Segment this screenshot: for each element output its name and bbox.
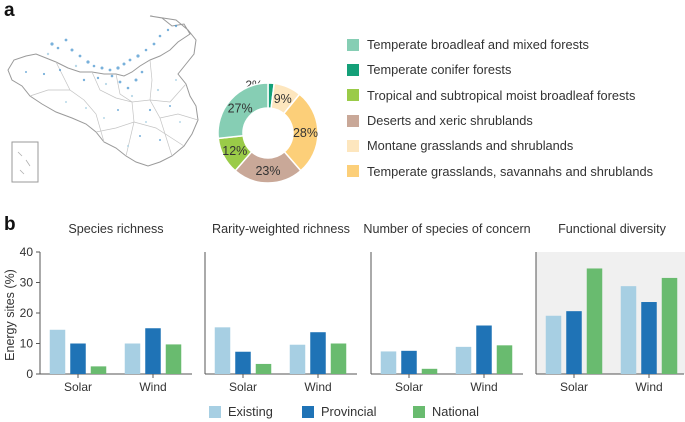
bar: [165, 344, 182, 374]
energy-site-clusters: [25, 24, 178, 141]
bar: [620, 286, 637, 374]
donut-slice-label: 27%: [228, 101, 253, 115]
bar: [255, 363, 272, 374]
legend-label: Temperate conifer forests: [367, 62, 512, 78]
legend-swatch: [209, 405, 221, 418]
legend-swatch: [347, 165, 359, 178]
legend-swatch: [347, 38, 359, 51]
biome-legend-item: Deserts and xeric shrublands: [347, 108, 653, 133]
bar-panel-title: Number of species of concern: [363, 222, 531, 236]
y-tick-label: 30: [20, 276, 34, 290]
bar: [49, 329, 66, 374]
bar: [310, 332, 326, 374]
bar: [401, 350, 417, 374]
bar: [641, 302, 657, 374]
bar-panel-title: Rarity-weighted richness: [212, 222, 350, 236]
panel-b-letter: b: [4, 214, 16, 235]
scenario-legend-item: National: [413, 404, 479, 419]
scenario-legend-item: Existing: [209, 404, 273, 419]
legend-swatch: [347, 114, 359, 127]
donut-slice-label: 28%: [293, 126, 318, 140]
donut-slice-label: 23%: [255, 164, 280, 178]
biome-legend-item: Montane grasslands and shrublands: [347, 133, 653, 158]
x-tick-label: Solar: [560, 380, 588, 394]
bar: [124, 343, 141, 374]
map-inset: [11, 141, 39, 183]
x-tick-label: Solar: [395, 380, 423, 394]
bar: [586, 268, 603, 374]
x-tick-label: Wind: [635, 380, 662, 394]
y-tick-label: 40: [20, 245, 34, 259]
legend-swatch: [347, 63, 359, 76]
legend-label: National: [432, 404, 479, 419]
legend-label: Provincial: [321, 404, 377, 419]
energy-site-clusters-light: [46, 52, 181, 147]
legend-swatch: [413, 405, 425, 418]
y-tick-label: 0: [26, 367, 33, 381]
donut-slice-label: 9%: [274, 92, 292, 106]
bar: [545, 315, 562, 374]
legend-label: Temperate broadleaf and mixed forests: [367, 37, 589, 53]
donut-slice: [217, 82, 269, 140]
legend-label: Temperate grasslands, savannahs and shru…: [367, 163, 653, 179]
site-map: [7, 15, 199, 183]
bar: [289, 344, 306, 374]
bar-panel-title: Functional diversity: [558, 222, 666, 236]
bar: [214, 327, 231, 374]
bar: [235, 351, 251, 374]
biome-donut-chart: 2%9%28%23%12%27%: [217, 78, 319, 184]
legend-label: Deserts and xeric shrublands: [367, 113, 533, 129]
province-borders: [29, 59, 199, 157]
biome-legend-item: Temperate grasslands, savannahs and shru…: [347, 158, 653, 183]
legend-label: Tropical and subtropical moist broadleaf…: [367, 87, 636, 103]
donut-slice-label: 12%: [222, 144, 247, 158]
bar: [476, 325, 492, 374]
biome-legend-item: Temperate conifer forests: [347, 57, 653, 82]
bar: [380, 351, 397, 374]
legend-swatch: [302, 405, 314, 418]
bar: [70, 343, 86, 374]
biome-legend-item: Tropical and subtropical moist broadleaf…: [347, 83, 653, 108]
bar: [566, 311, 582, 374]
panel-a-letter: a: [4, 0, 15, 21]
x-tick-label: Solar: [229, 380, 257, 394]
y-tick-label: 10: [20, 337, 34, 351]
scenario-legend-item: Provincial: [302, 404, 376, 419]
legend-label: Existing: [228, 404, 273, 419]
y-axis-label: Energy sites (%): [3, 269, 17, 361]
biome-legend-item: Temperate broadleaf and mixed forests: [347, 32, 653, 57]
bar: [145, 328, 161, 374]
x-tick-label: Wind: [470, 380, 497, 394]
bar: [496, 345, 513, 374]
legend-label: Montane grasslands and shrublands: [367, 138, 574, 154]
x-tick-label: Wind: [304, 380, 331, 394]
x-tick-label: Solar: [64, 380, 92, 394]
bar: [421, 368, 438, 374]
biome-legend: Temperate broadleaf and mixed forests Te…: [347, 32, 653, 184]
legend-swatch: [347, 139, 359, 152]
bar: [455, 346, 472, 374]
bar: [330, 343, 347, 374]
bar-panel-title: Species richness: [68, 222, 164, 236]
x-tick-label: Wind: [139, 380, 166, 394]
bar: [661, 277, 678, 374]
map-inset-islands: [17, 151, 31, 175]
legend-swatch: [347, 89, 359, 102]
bar: [90, 366, 107, 374]
y-tick-label: 20: [20, 306, 34, 320]
